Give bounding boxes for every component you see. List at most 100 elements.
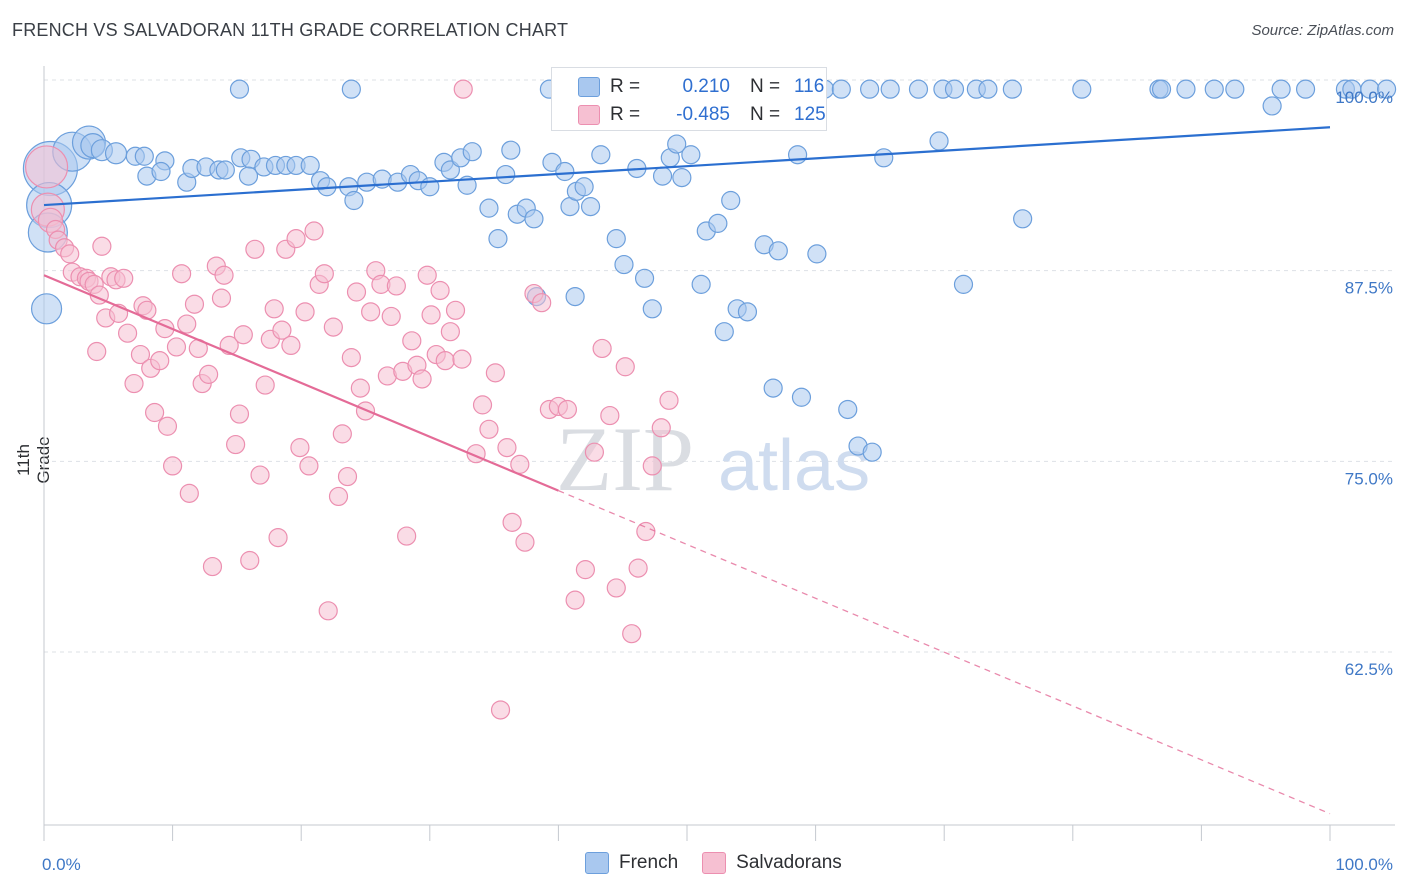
french-point bbox=[1262, 96, 1282, 116]
french-point bbox=[1295, 79, 1316, 99]
salvadoran-point bbox=[515, 532, 535, 552]
salvadoran-point bbox=[281, 335, 301, 356]
salvadoran-point bbox=[435, 351, 455, 371]
french-point bbox=[344, 190, 364, 211]
salvadoran-point bbox=[179, 483, 199, 503]
french-point bbox=[440, 160, 460, 180]
legend-n-label: N = bbox=[750, 76, 781, 97]
y-tick-label: 75.0% bbox=[1345, 469, 1393, 488]
tick-labels: 62.5% 75.0% 87.5% 100.0% 0.0% 100.0% bbox=[42, 88, 1393, 874]
legend-n-label: N = bbox=[750, 104, 781, 125]
french-point bbox=[953, 274, 974, 294]
french-point bbox=[874, 148, 894, 168]
french-point bbox=[606, 229, 626, 249]
legend-item-salvadorans[interactable]: Salvadorans bbox=[702, 852, 842, 874]
french-point bbox=[929, 131, 949, 151]
french-point bbox=[681, 145, 701, 165]
salvadoran-point bbox=[60, 244, 80, 264]
salvadoran-point bbox=[150, 351, 170, 371]
salvadoran-point bbox=[286, 229, 306, 249]
french-point bbox=[860, 79, 880, 99]
salvadoran-point bbox=[412, 369, 432, 389]
salvadoran-swatch bbox=[578, 105, 600, 125]
french-point bbox=[763, 378, 783, 398]
salvadoran-point bbox=[240, 550, 260, 571]
salvadoran-point bbox=[245, 239, 265, 259]
french-point bbox=[978, 79, 998, 99]
french-point bbox=[1151, 79, 1172, 99]
salvadoran-point bbox=[290, 438, 310, 458]
french-point bbox=[787, 145, 808, 165]
salvadoran-point bbox=[575, 560, 596, 580]
french-point bbox=[862, 442, 882, 462]
salvadoran-point bbox=[144, 402, 165, 423]
legend-item-french[interactable]: French bbox=[585, 852, 678, 874]
legend-label-french: French bbox=[619, 852, 679, 873]
french-point bbox=[229, 79, 250, 99]
salvadoran-point bbox=[214, 265, 234, 285]
french-point bbox=[151, 161, 171, 182]
french-point bbox=[708, 213, 728, 233]
salvadoran-point bbox=[337, 466, 358, 487]
salvadoran-point bbox=[202, 556, 223, 577]
french-point bbox=[721, 190, 741, 211]
salvadoran-point bbox=[430, 280, 450, 301]
french-point bbox=[300, 155, 320, 176]
salvadoran-point bbox=[268, 527, 288, 548]
salvadoran-point bbox=[452, 349, 472, 369]
salvadoran-point bbox=[557, 399, 578, 420]
french-point bbox=[652, 166, 673, 186]
salvadoran-point bbox=[211, 288, 232, 308]
salvadoran-point bbox=[440, 322, 460, 342]
french-point bbox=[462, 142, 482, 162]
salvadoran-point bbox=[157, 416, 178, 436]
source-label: Source: ZipAtlas.com bbox=[1251, 22, 1394, 39]
salvadoran-point bbox=[332, 424, 352, 444]
french-point bbox=[714, 322, 734, 342]
salvadoran-point bbox=[318, 601, 338, 621]
salvadoran-point bbox=[651, 418, 671, 438]
french-swatch bbox=[578, 77, 600, 97]
french-point bbox=[215, 160, 235, 180]
french-point bbox=[488, 229, 508, 249]
salvadoran-point bbox=[163, 456, 183, 476]
salvadoran-point bbox=[497, 438, 517, 458]
salvadoran-point bbox=[172, 264, 192, 284]
legend-n-value: 125 bbox=[794, 104, 826, 125]
salvadoran-point bbox=[124, 373, 144, 394]
french-point bbox=[555, 161, 575, 182]
french-point bbox=[807, 244, 827, 264]
french-point bbox=[479, 198, 499, 218]
salvadoran-point bbox=[255, 375, 275, 395]
salvadoran-point bbox=[264, 299, 284, 319]
french-point bbox=[501, 140, 521, 160]
salvadoran-point bbox=[615, 357, 635, 377]
salvadoran-point bbox=[485, 363, 505, 383]
salvadoran-point bbox=[184, 294, 205, 314]
salvadoran-point bbox=[397, 526, 417, 546]
french-point bbox=[1176, 79, 1196, 99]
salvadoran-point bbox=[628, 558, 648, 578]
french-point bbox=[591, 145, 611, 165]
salvadoran-point bbox=[600, 405, 620, 426]
salvadoran-point bbox=[199, 364, 219, 384]
salvadoran-point bbox=[490, 700, 511, 720]
legend-r-label: R = bbox=[610, 76, 641, 97]
salvadoran-point bbox=[622, 624, 642, 644]
french-point bbox=[614, 254, 634, 275]
legend-r-value: 0.210 bbox=[682, 76, 730, 97]
salvadoran-point bbox=[177, 314, 197, 334]
watermark-atlas: atlas bbox=[718, 426, 870, 506]
french-point bbox=[1204, 79, 1224, 99]
trend-lines bbox=[43, 126, 1331, 815]
french-point bbox=[574, 177, 594, 197]
salvadoran-point bbox=[479, 419, 499, 439]
salvadoran-point bbox=[472, 395, 493, 415]
french-point bbox=[667, 134, 687, 154]
salvadoran-point bbox=[386, 276, 406, 296]
salvadoran-point bbox=[346, 282, 367, 302]
salvadoran-point bbox=[304, 221, 324, 241]
french-point bbox=[1002, 79, 1022, 99]
salvadoran-point bbox=[114, 268, 134, 288]
french-point bbox=[104, 142, 128, 165]
